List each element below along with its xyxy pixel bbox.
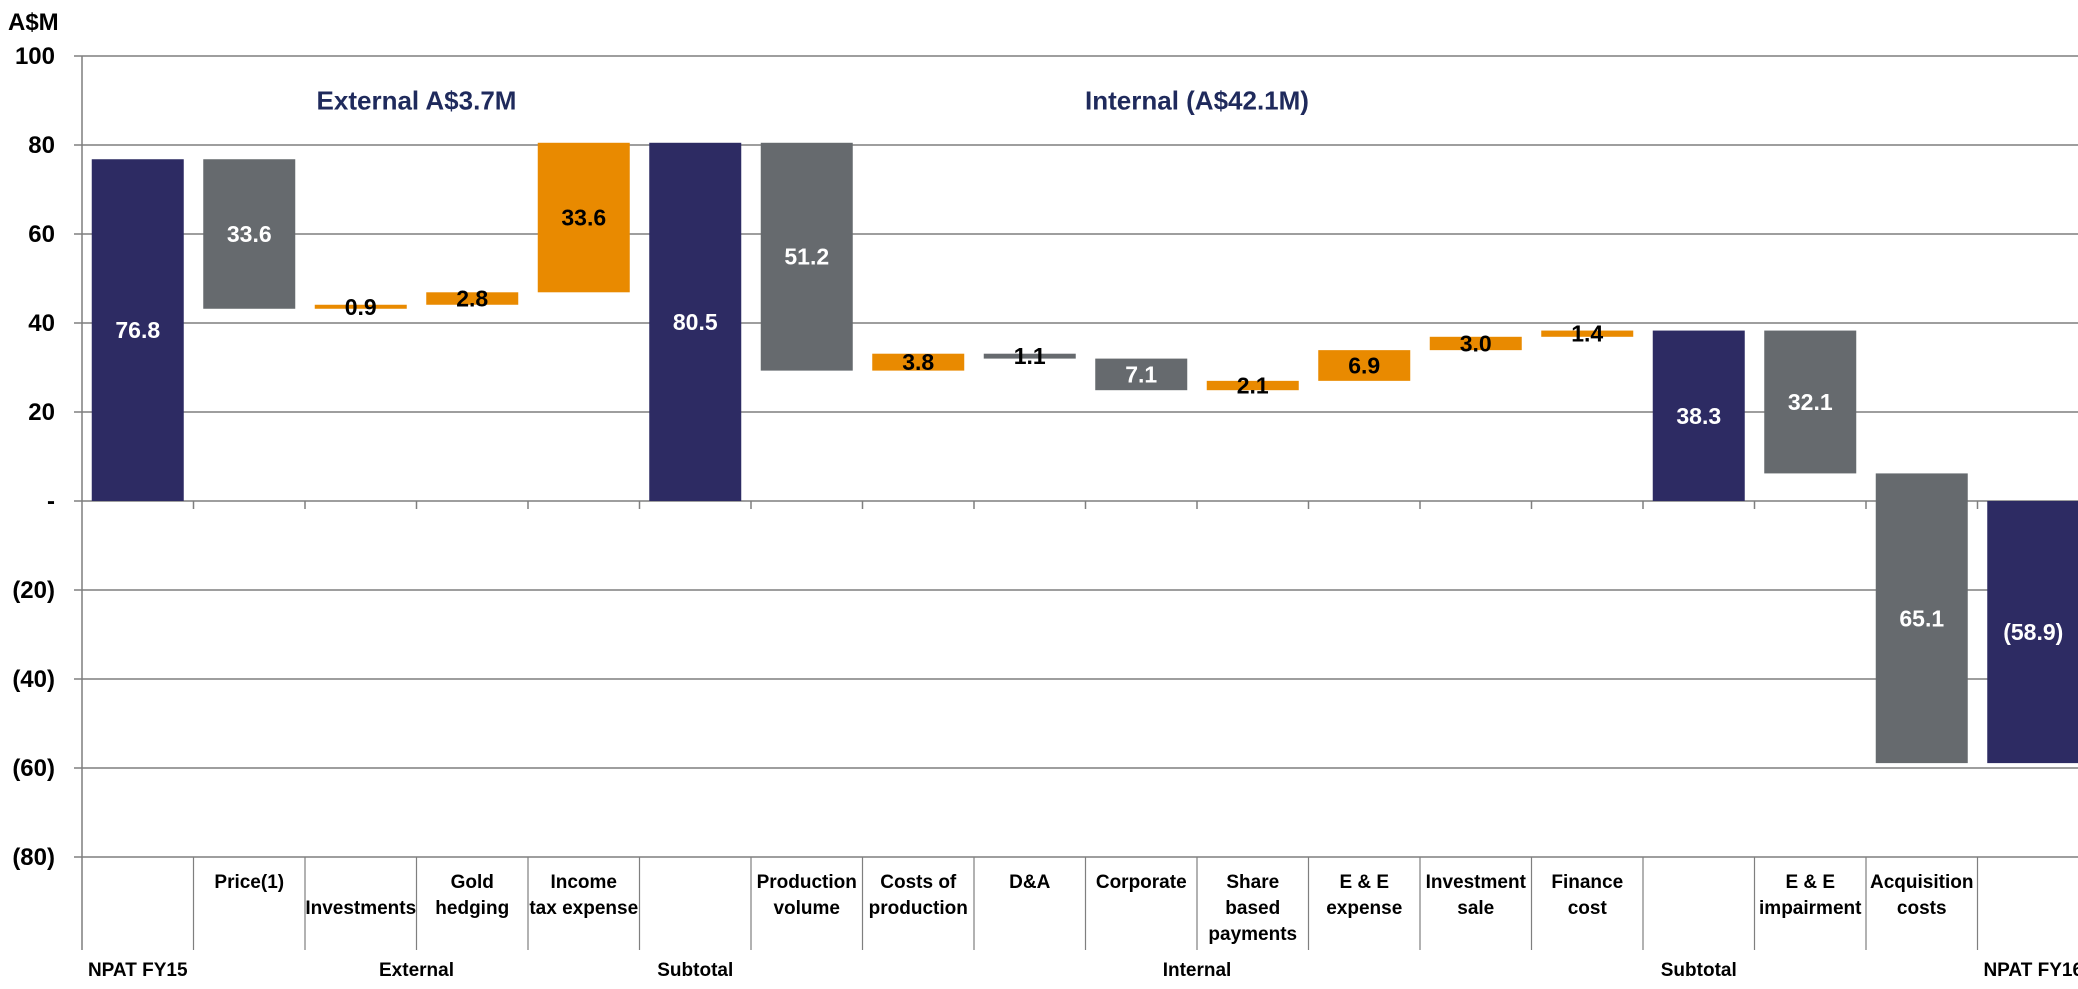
bar [983, 353, 1076, 359]
bar [537, 142, 630, 293]
category-label: Price(1) [214, 872, 284, 893]
category-label: costs [1897, 898, 1947, 919]
group-label: Subtotal [1661, 960, 1737, 981]
data-label: 7.1 [1125, 361, 1157, 387]
category-label: Investment [1426, 872, 1527, 893]
data-label: 0.9 [345, 294, 377, 320]
category-label: Acquisition [1870, 872, 1973, 893]
bar [426, 292, 519, 305]
gridlines [74, 55, 2078, 950]
y-tick-label: 40 [28, 310, 55, 337]
group-label: Internal [1163, 960, 1232, 981]
bar [1764, 330, 1857, 474]
category-label: payments [1208, 924, 1297, 945]
data-label: 65.1 [1899, 605, 1944, 631]
category-label: Costs of [880, 872, 957, 893]
data-label: 33.6 [227, 221, 272, 247]
data-label: 76.8 [115, 317, 160, 343]
bar [1206, 380, 1299, 391]
group-label: External [379, 960, 454, 981]
data-label: 2.8 [456, 286, 488, 312]
category-label: cost [1568, 898, 1608, 919]
data-label: 51.2 [784, 244, 829, 270]
category-labels: Price(1) Investments Gold hedging Income tax … [88, 872, 2078, 981]
category-label: Investments [305, 898, 416, 919]
data-label: 2.1 [1237, 373, 1269, 399]
category-label: tax expense [529, 898, 638, 919]
category-label: Share [1226, 872, 1279, 893]
bar [1541, 330, 1634, 337]
group-annotation: Internal (A$42.1M) [1085, 86, 1309, 116]
bar [91, 159, 184, 502]
y-tick-label: - [47, 488, 55, 515]
bar [872, 353, 965, 371]
bar [760, 142, 853, 371]
bar [1429, 336, 1522, 351]
group-label: Subtotal [657, 960, 733, 981]
bar [1875, 473, 1968, 764]
y-tick-labels: 100 80 60 40 20 - (20) (40) (60) (80) [12, 43, 55, 871]
bars [91, 142, 2078, 764]
data-labels: 76.8 33.6 0.9 2.8 33.6 80.5 51.2 3.8 1.1 7.1 2.1 6.… [115, 205, 2063, 646]
bar [1987, 501, 2078, 764]
y-tick-label: (40) [12, 666, 55, 693]
category-label: Production [757, 872, 857, 893]
category-label: volume [773, 898, 840, 919]
bar [1318, 350, 1411, 381]
category-label: E & E [1339, 872, 1389, 893]
category-label: Finance [1551, 872, 1623, 893]
data-label: (58.9) [2003, 619, 2063, 645]
data-label: 38.3 [1676, 403, 1721, 429]
y-tick-label: 80 [28, 132, 55, 159]
group-label: NPAT FY16 [1983, 960, 2078, 981]
y-tick-label: (20) [12, 577, 55, 604]
category-label: expense [1326, 898, 1402, 919]
bar [649, 142, 742, 501]
y-tick-label: 100 [15, 43, 55, 70]
data-label: 80.5 [673, 309, 718, 335]
y-tick-label: 60 [28, 221, 55, 248]
y-tick-label: (80) [12, 844, 55, 871]
bar [1095, 358, 1188, 391]
data-label: 1.4 [1571, 321, 1603, 347]
category-label: D&A [1009, 872, 1050, 893]
category-label: Corporate [1096, 872, 1187, 893]
data-label: 3.8 [902, 349, 934, 375]
y-tick-label: 20 [28, 399, 55, 426]
data-label: 33.6 [561, 205, 606, 231]
group-label: NPAT FY15 [88, 960, 188, 981]
category-label: Income [550, 872, 617, 893]
data-label: 1.1 [1014, 343, 1046, 369]
category-label: hedging [435, 898, 509, 919]
category-label: impairment [1759, 898, 1862, 919]
y-tick-label: (60) [12, 755, 55, 782]
group-annotation: External A$3.7M [317, 86, 517, 116]
category-label: E & E [1785, 872, 1835, 893]
annotations: External A$3.7M Internal (A$42.1M) [317, 86, 1309, 116]
data-label: 6.9 [1348, 352, 1380, 378]
category-label: Gold [451, 872, 494, 893]
bar [203, 159, 296, 309]
data-label: 3.0 [1460, 330, 1492, 356]
category-label: production [869, 898, 968, 919]
y-axis-title: A$M [8, 9, 59, 36]
category-label: sale [1457, 898, 1494, 919]
bar [1652, 330, 1745, 501]
data-label: 32.1 [1788, 389, 1833, 415]
category-label: based [1225, 898, 1280, 919]
bar [314, 304, 407, 309]
